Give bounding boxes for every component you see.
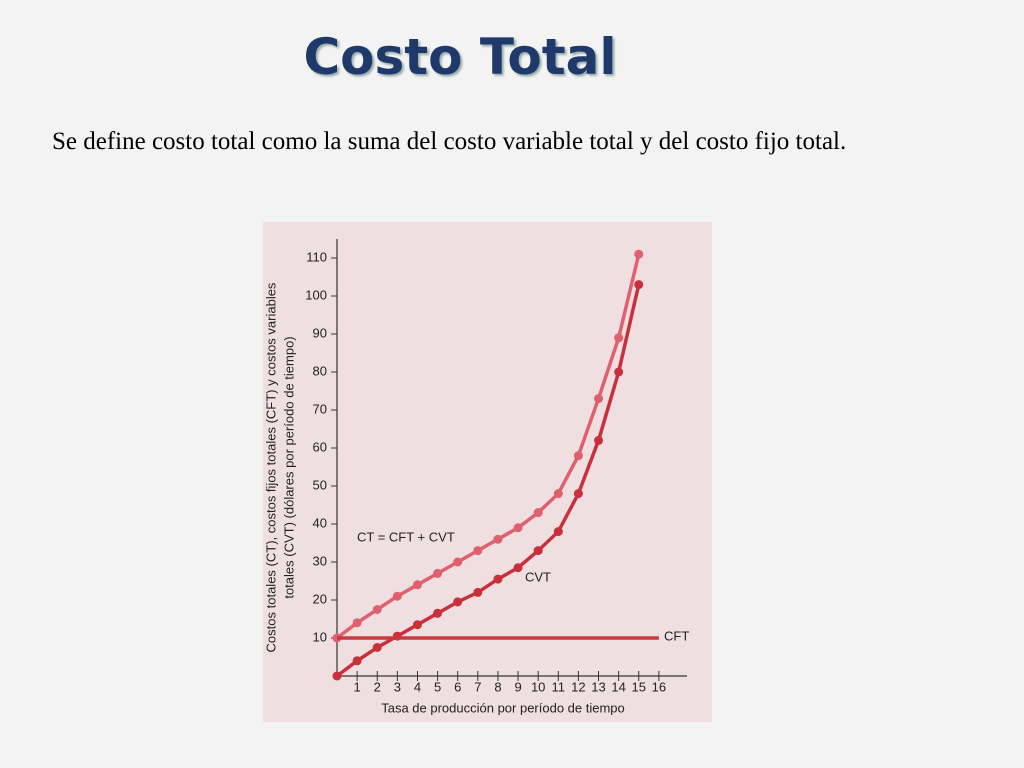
series-label: CVT [525,569,551,584]
y-tick-label: 50 [313,477,327,492]
data-point [594,435,604,445]
series-line [335,284,641,678]
x-tick-label: 14 [611,679,625,694]
x-tick-label: 7 [474,679,481,694]
data-point [634,280,644,290]
y-tick-label: 110 [306,249,327,264]
x-tick-label: 12 [571,679,585,694]
data-point [533,508,543,518]
data-point [412,620,422,630]
series-label: CT = CFT + CVT [357,529,455,544]
data-point [332,671,342,681]
data-point [634,249,644,259]
data-point [433,608,443,618]
y-tick-label: 70 [313,401,327,416]
x-tick-label: 13 [591,679,605,694]
y-axis-label: totales (CVT) (dólares por período de ti… [281,336,296,598]
body-text: Se define costo total como la suma del c… [52,128,847,155]
x-tick-label: 8 [494,679,501,694]
x-axis-label: Tasa de producción por período de tiempo [381,700,625,715]
data-point [533,546,543,556]
data-point [493,574,503,584]
data-point [614,367,624,377]
data-point [352,656,362,666]
data-point [453,597,463,607]
data-point [473,546,483,556]
slide-title: Costo Total [303,28,617,86]
x-tick-label: 15 [632,679,646,694]
x-tick-label: 2 [374,679,381,694]
data-point [614,333,624,343]
x-tick-label: 5 [434,679,441,694]
y-tick-label: 10 [313,629,327,644]
series-line [335,253,641,640]
x-tick-label: 10 [531,679,545,694]
data-point [352,618,362,628]
y-tick-label: 60 [313,439,327,454]
x-tick-label: 3 [394,679,401,694]
y-tick-label: 30 [313,553,327,568]
x-tick-label: 11 [552,679,566,694]
data-point [553,489,563,499]
y-tick-label: 90 [313,325,327,340]
data-point [372,605,382,614]
y-tick-label: 80 [313,363,327,378]
chart-background [263,222,712,722]
data-point [513,523,523,533]
data-point [553,527,563,537]
x-tick-label: 9 [514,679,521,694]
x-tick-label: 6 [454,679,461,694]
x-tick-label: 4 [414,679,421,694]
data-point [372,643,382,652]
y-axis-label: Costos totales (CT), costos fijos totale… [263,282,278,652]
data-point [493,534,503,544]
data-point [473,587,483,597]
data-point [433,568,443,578]
y-tick-label: 100 [305,287,327,302]
data-point [392,591,402,601]
data-point [453,557,463,567]
x-tick-label: 16 [652,679,666,694]
data-point [594,394,604,404]
data-point [573,489,583,499]
series-label: CFT [664,628,689,643]
data-point [573,451,583,461]
x-tick-label: 1 [354,679,361,694]
y-tick-label: 20 [313,591,327,606]
y-tick-label: 40 [313,515,327,530]
data-point [513,563,523,573]
data-point [412,580,422,590]
